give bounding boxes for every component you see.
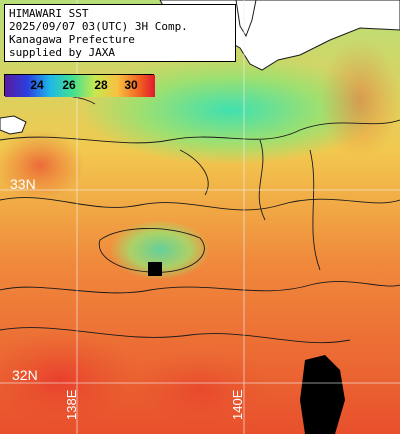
date-line: 2025/09/07 03(UTC) 3H Comp. [9,20,188,33]
mid-cool-patch [110,220,210,280]
south-warm-patch [0,330,140,430]
legend-tick-26: 26 [62,78,76,92]
lat-label-33n: 33N [10,176,36,192]
legend-color-bar [5,75,155,97]
south-warm-patch-2 [130,350,270,430]
land-izu-tip [0,115,27,135]
legend-tick-30: 30 [124,78,138,92]
legend-tick-24: 24 [30,78,44,92]
region-line: Kanagawa Prefecture [9,33,135,46]
west-warm-patch [0,130,85,200]
info-box: HIMAWARI SST 2025/09/07 03(UTC) 3H Comp.… [4,4,236,62]
legend-tick-28: 28 [94,78,108,92]
credit-line: supplied by JAXA [9,46,115,59]
lat-label-32n: 32N [12,367,38,383]
cloud-mask-south [300,355,345,434]
land-miura [235,0,257,38]
east-warm-patch [320,40,400,160]
cloud-mask-mid [148,262,162,276]
product-title: HIMAWARI SST [9,7,89,20]
lon-label-138e: 138E [64,389,79,420]
color-legend: 24 26 28 30 [4,74,155,97]
coastal-cool-water [80,55,380,165]
lon-label-140e: 140E [230,389,245,420]
